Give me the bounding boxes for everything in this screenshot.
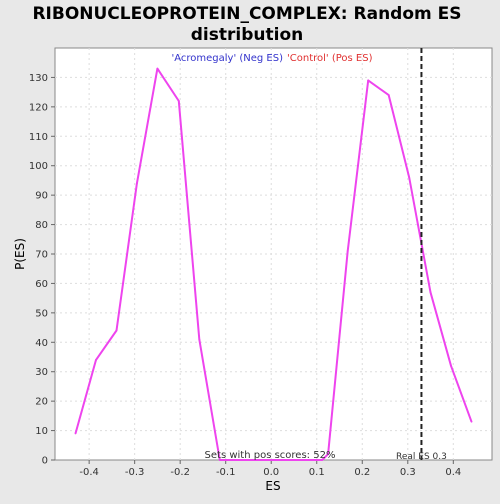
legend-neg-label: 'Acromegaly' (Neg ES) xyxy=(171,53,283,64)
x-tick-label: -0.4 xyxy=(79,467,99,478)
data-point xyxy=(450,364,452,367)
chart-title-line-2: distribution xyxy=(191,25,303,45)
y-tick-label: 30 xyxy=(35,367,48,378)
data-point xyxy=(74,432,77,435)
axes: 0 10 20 30 40 50 60 70 80 90 100 110 120 130 -0.4 -0.3 -… xyxy=(29,73,461,478)
pos-scores-annotation: Sets with pos scores: 52% xyxy=(205,450,336,461)
data-point xyxy=(346,250,349,252)
data-point xyxy=(198,338,201,341)
grid-lines xyxy=(55,48,492,460)
legend-pos-label: 'Control' (Pos ES) xyxy=(287,53,373,64)
data-point xyxy=(259,459,262,461)
data-point xyxy=(95,359,97,361)
data-point xyxy=(280,459,283,461)
x-tick-label: 0.3 xyxy=(400,467,416,478)
data-point xyxy=(239,459,242,461)
real-es-group: Real ES 0.3 xyxy=(396,48,447,462)
y-tick-label: 130 xyxy=(29,73,48,84)
data-point xyxy=(321,459,324,461)
y-tick-label: 10 xyxy=(35,426,48,437)
data-point xyxy=(218,459,221,461)
y-tick-label: 120 xyxy=(29,102,48,113)
y-axis-label: P(ES) xyxy=(13,238,27,270)
data-point xyxy=(300,459,303,461)
data-point xyxy=(387,94,390,96)
data-point xyxy=(156,67,159,70)
y-tick-label: 100 xyxy=(29,161,48,172)
y-tick-label: 90 xyxy=(35,191,48,202)
x-tick-label: 0.2 xyxy=(354,467,370,478)
real-es-label: Real ES 0.3 xyxy=(396,452,447,462)
x-tick-label: 0.0 xyxy=(263,467,279,478)
data-point xyxy=(408,176,411,179)
data-point xyxy=(327,453,330,456)
data-point xyxy=(429,291,432,294)
chart-title-line-1: RIBONUCLEOPROTEIN_COMPLEX: Random ES xyxy=(32,4,461,24)
y-tick-label: 50 xyxy=(35,308,48,319)
y-tick-label: 110 xyxy=(29,132,48,143)
x-tick-label: -0.2 xyxy=(170,467,190,478)
x-tick-label: 0.4 xyxy=(445,467,461,478)
y-tick-label: 70 xyxy=(35,250,48,261)
data-point xyxy=(470,420,473,423)
data-point xyxy=(367,79,370,82)
data-point xyxy=(136,182,138,185)
series-group xyxy=(74,67,473,461)
y-tick-label: 0 xyxy=(42,456,48,467)
data-point xyxy=(177,100,180,102)
y-tick-label: 80 xyxy=(35,220,48,231)
y-tick-label: 40 xyxy=(35,338,48,349)
x-tick-label: -0.1 xyxy=(216,467,236,478)
x-tick-label: 0.1 xyxy=(309,467,325,478)
y-tick-label: 20 xyxy=(35,397,48,408)
data-point xyxy=(115,329,118,332)
x-tick-label: -0.3 xyxy=(125,467,145,478)
y-tick-label: 60 xyxy=(35,279,48,290)
x-axis-label: ES xyxy=(265,479,280,493)
